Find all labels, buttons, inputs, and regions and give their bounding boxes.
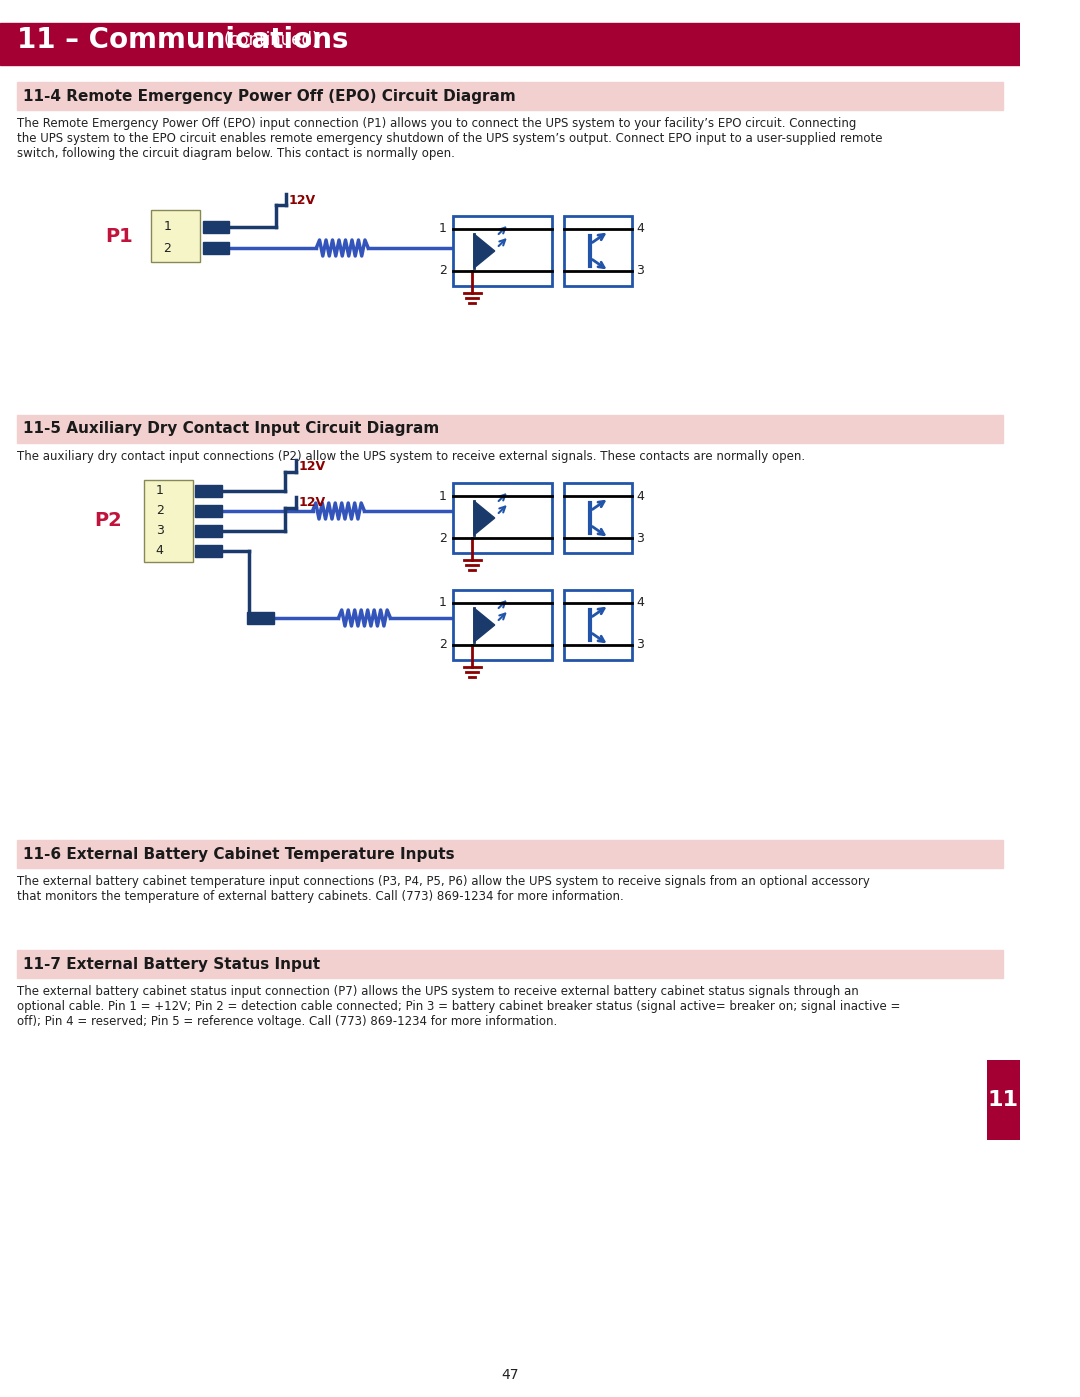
Bar (203, 242, 229, 254)
Text: P1: P1 (106, 226, 134, 246)
Text: 1: 1 (163, 221, 172, 233)
Text: The auxiliary dry contact input connections (P2) allow the UPS system to receive: The auxiliary dry contact input connecti… (17, 450, 805, 462)
Text: The Remote Emergency Power Off (EPO) input connection (P1) allows you to connect: The Remote Emergency Power Off (EPO) inp… (17, 117, 882, 161)
Text: 2: 2 (440, 264, 447, 278)
Bar (0, 22, 1020, 66)
Text: 11 – Communications: 11 – Communications (17, 27, 349, 54)
Text: 12V: 12V (289, 194, 316, 207)
Text: 1: 1 (156, 485, 164, 497)
Text: 11-4 Remote Emergency Power Off (EPO) Circuit Diagram: 11-4 Remote Emergency Power Off (EPO) Ci… (23, 88, 515, 103)
Bar (151, 210, 200, 263)
Polygon shape (474, 235, 495, 268)
Text: 11: 11 (987, 1090, 1018, 1111)
Text: 4: 4 (156, 545, 164, 557)
Text: 2: 2 (163, 242, 172, 254)
Bar (564, 483, 632, 553)
Polygon shape (474, 608, 495, 643)
Text: 3: 3 (636, 531, 645, 545)
Bar (195, 525, 221, 536)
Text: 11-7 External Battery Status Input: 11-7 External Battery Status Input (23, 957, 320, 971)
Text: 12V: 12V (298, 496, 325, 509)
Bar (454, 217, 552, 286)
Bar (564, 217, 632, 286)
Bar (17, 82, 1002, 110)
Text: 11-6 External Battery Cabinet Temperature Inputs: 11-6 External Battery Cabinet Temperatur… (23, 847, 455, 862)
Bar (17, 950, 1002, 978)
Bar (195, 545, 221, 557)
Text: 11-5 Auxiliary Dry Contact Input Circuit Diagram: 11-5 Auxiliary Dry Contact Input Circuit… (23, 422, 438, 436)
Text: The external battery cabinet status input connection (P7) allows the UPS system : The external battery cabinet status inpu… (17, 985, 901, 1028)
Text: 3: 3 (636, 638, 645, 651)
Text: 1: 1 (440, 597, 447, 609)
Text: (continued): (continued) (224, 31, 320, 49)
Text: 2: 2 (440, 531, 447, 545)
Text: 47: 47 (501, 1368, 518, 1382)
Text: 1: 1 (440, 489, 447, 503)
Bar (987, 1060, 1020, 1140)
Text: P2: P2 (94, 510, 122, 529)
Text: 12V: 12V (298, 460, 325, 472)
Bar (454, 590, 552, 659)
Text: 2: 2 (156, 504, 164, 517)
Bar (454, 483, 552, 553)
Text: 1: 1 (440, 222, 447, 236)
Bar (17, 415, 1002, 443)
Text: 3: 3 (156, 524, 164, 538)
Text: The external battery cabinet temperature input connections (P3, P4, P5, P6) allo: The external battery cabinet temperature… (17, 875, 869, 902)
Text: 4: 4 (636, 222, 645, 236)
Text: 3: 3 (636, 264, 645, 278)
Bar (564, 590, 632, 659)
Bar (17, 840, 1002, 868)
Bar (247, 612, 274, 624)
Text: 2: 2 (440, 638, 447, 651)
Polygon shape (474, 502, 495, 535)
Bar (144, 481, 192, 562)
Bar (203, 221, 229, 233)
Text: 4: 4 (636, 489, 645, 503)
Bar (195, 504, 221, 517)
Bar (195, 485, 221, 497)
Text: 4: 4 (636, 597, 645, 609)
